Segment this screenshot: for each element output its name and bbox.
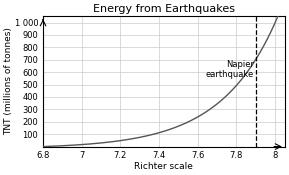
- Title: Energy from Earthquakes: Energy from Earthquakes: [93, 4, 235, 14]
- Y-axis label: TNT (millions of tonnes): TNT (millions of tonnes): [4, 27, 13, 135]
- X-axis label: Richter scale: Richter scale: [134, 162, 193, 171]
- Text: Napier
earthquake: Napier earthquake: [206, 60, 254, 79]
